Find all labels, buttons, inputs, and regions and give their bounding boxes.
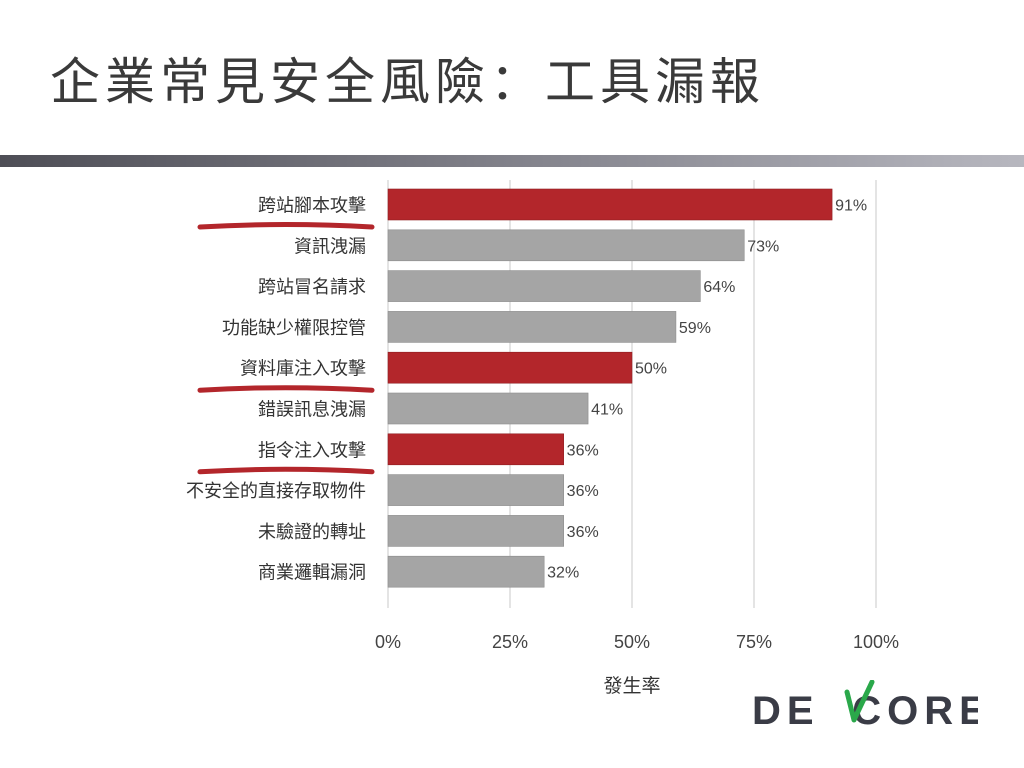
value-label: 36% xyxy=(567,442,599,459)
value-label: 91% xyxy=(835,198,867,215)
label-underline xyxy=(197,466,375,475)
bars xyxy=(387,188,833,588)
x-tick-labels: 0% 25% 50% 75% 100% xyxy=(375,632,899,652)
bar xyxy=(387,188,833,221)
category-label: 資料庫注入攻擊 xyxy=(240,359,366,380)
value-label: 59% xyxy=(679,320,711,337)
category-label: 指令注入攻擊 xyxy=(258,440,366,461)
value-label: 32% xyxy=(547,565,579,582)
bar xyxy=(387,555,545,588)
x-tick-label: 75% xyxy=(736,632,772,652)
x-tick-label: 0% xyxy=(375,632,401,652)
category-labels: 跨站腳本攻擊資訊洩漏跨站冒名請求功能缺少權限控管資料庫注入攻擊錯誤訊息洩漏指令注… xyxy=(186,196,366,584)
x-tick-label: 50% xyxy=(614,632,650,652)
label-underline xyxy=(197,385,375,393)
bar xyxy=(387,515,564,547)
category-label: 錯誤訊息洩漏 xyxy=(258,400,366,421)
devcore-logo: DEVCORE xyxy=(752,680,978,730)
bar xyxy=(387,474,564,506)
bar xyxy=(387,351,633,384)
category-label: 未驗證的轉址 xyxy=(258,522,366,543)
title-divider xyxy=(0,155,1024,167)
label-underline xyxy=(197,222,375,230)
category-label: 跨站腳本攻擊 xyxy=(258,196,366,217)
category-label: 商業邏輯漏洞 xyxy=(258,563,366,584)
value-label: 41% xyxy=(591,402,623,419)
slide-title: 企業常見安全風險：工具漏報 xyxy=(50,53,765,111)
value-label: 73% xyxy=(747,238,779,255)
bar xyxy=(387,433,564,466)
bar xyxy=(387,392,589,425)
bar xyxy=(387,229,745,262)
label-underlines xyxy=(197,222,375,475)
x-tick-label: 25% xyxy=(492,632,528,652)
category-label: 功能缺少權限控管 xyxy=(222,318,366,339)
bar xyxy=(387,311,677,343)
category-label: 不安全的直接存取物件 xyxy=(186,481,366,502)
x-axis-title: 發生率 xyxy=(603,675,660,697)
value-labels: 91% 73% 64% 59% 50% 41% 36% 36% 36% 32% xyxy=(547,198,867,582)
category-label: 資訊洩漏 xyxy=(294,236,366,257)
x-tick-label: 100% xyxy=(853,632,899,652)
value-label: 50% xyxy=(635,361,667,378)
value-label: 36% xyxy=(567,524,599,541)
category-label: 跨站冒名請求 xyxy=(258,277,366,298)
logo-wordmark: DEVCORE xyxy=(752,689,978,730)
logo-check-icon xyxy=(844,680,875,723)
value-label: 64% xyxy=(703,279,735,296)
bar xyxy=(387,270,701,302)
value-label: 36% xyxy=(567,483,599,500)
